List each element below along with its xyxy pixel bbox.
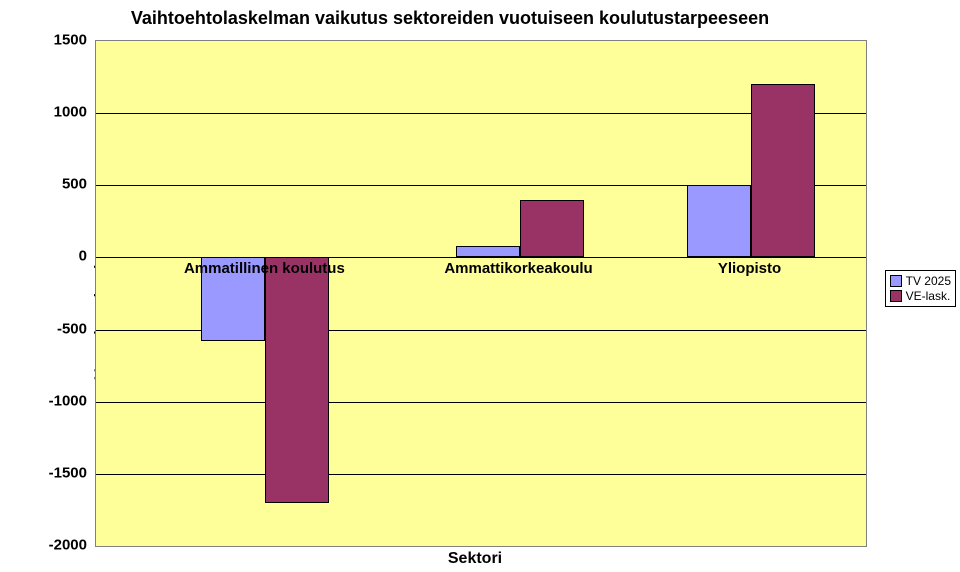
y-tick-label: 500	[37, 176, 87, 193]
y-tick-label: -1000	[37, 392, 87, 409]
chart-container: Vaihtoehtolaskelman vaikutus sektoreiden…	[0, 0, 960, 572]
chart-title: Vaihtoehtolaskelman vaikutus sektoreiden…	[0, 8, 900, 29]
legend-swatch	[890, 275, 902, 287]
y-tick-label: -1500	[37, 464, 87, 481]
category-label: Ammattikorkeakoulu	[444, 260, 592, 277]
bar-series2	[751, 84, 815, 257]
y-tick-label: 1000	[37, 104, 87, 121]
legend-item: TV 2025	[890, 274, 951, 288]
y-tick-label: 0	[37, 248, 87, 265]
x-axis-label: Sektori	[80, 550, 870, 568]
bar-series2	[520, 200, 584, 258]
y-tick-label: -500	[37, 320, 87, 337]
bar-series2	[265, 257, 329, 502]
legend-item: VE-lask.	[890, 289, 951, 303]
bar-series1	[687, 185, 751, 257]
gridline	[96, 474, 866, 475]
legend: TV 2025VE-lask.	[885, 270, 956, 307]
gridline	[96, 402, 866, 403]
legend-swatch	[890, 290, 902, 302]
plot-area	[95, 40, 867, 547]
bar-series1	[456, 246, 520, 258]
legend-label: VE-lask.	[906, 289, 951, 303]
y-tick-label: 1500	[37, 32, 87, 49]
legend-label: TV 2025	[906, 274, 951, 288]
category-label: Ammatillinen koulutus	[184, 260, 345, 277]
category-label: Yliopisto	[718, 260, 781, 277]
